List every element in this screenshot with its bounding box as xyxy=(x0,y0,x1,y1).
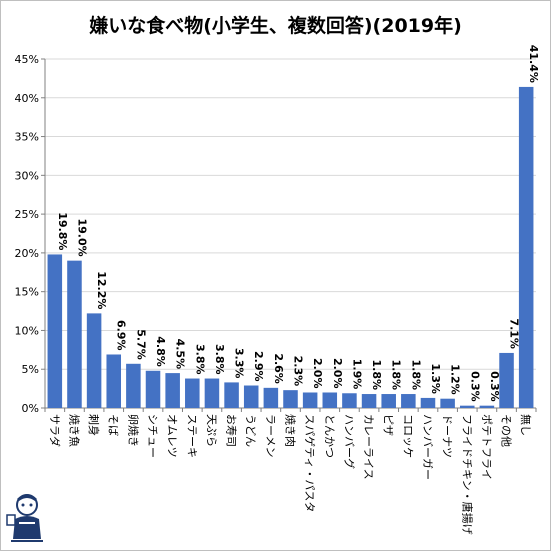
bar xyxy=(86,313,102,408)
bar xyxy=(204,378,220,408)
bar xyxy=(401,394,416,408)
y-tick-label: 20% xyxy=(15,247,39,260)
bar xyxy=(322,392,338,408)
x-tick-label: ラーメン xyxy=(264,414,277,458)
data-label: 3.3% xyxy=(233,348,246,379)
data-label: 1.8% xyxy=(390,360,403,391)
bar xyxy=(67,260,82,408)
data-label: 4.8% xyxy=(154,336,167,367)
chart-title: 嫌いな食べ物(小学生、複数回答)(2019年) xyxy=(89,15,462,37)
bar xyxy=(165,373,180,408)
bar xyxy=(145,370,161,408)
x-tick-label: 刺身 xyxy=(87,414,101,436)
x-tick-label: お寿司 xyxy=(225,414,239,447)
y-tick-label: 10% xyxy=(15,324,39,337)
bar xyxy=(518,86,534,409)
x-tick-label: 無し xyxy=(519,414,533,436)
data-label: 1.2% xyxy=(449,364,462,395)
y-tick-label: 15% xyxy=(15,286,39,299)
x-tick-label: 卵焼き xyxy=(126,414,139,447)
bar xyxy=(479,405,495,408)
data-label: 19.8% xyxy=(56,212,69,250)
data-label: 2.0% xyxy=(331,358,344,389)
bar xyxy=(499,352,514,408)
mascot-logo xyxy=(6,494,43,542)
data-label: 4.5% xyxy=(174,339,187,370)
x-tick-label: サラダ xyxy=(48,414,62,447)
y-tick-label: 45% xyxy=(15,53,39,66)
data-label: 19.0% xyxy=(75,218,88,256)
data-label: 41.4% xyxy=(527,45,540,83)
y-tick-label: 40% xyxy=(15,92,39,105)
data-label: 1.3% xyxy=(429,363,442,394)
bar xyxy=(381,394,396,408)
x-tick-label: 焼き魚 xyxy=(67,414,80,447)
data-label: 2.9% xyxy=(252,351,265,382)
x-tick-label: ポテトフライ xyxy=(480,414,493,480)
data-label: 3.8% xyxy=(193,344,206,375)
bar xyxy=(224,382,239,408)
y-tick-label: 30% xyxy=(15,169,39,182)
x-tick-label: フライドチキン・唐揚げ xyxy=(460,414,474,535)
data-label: 3.8% xyxy=(213,344,226,375)
x-tick-label: コロッケ xyxy=(401,414,414,458)
bar xyxy=(440,398,455,408)
x-tick-label: 焼き肉 xyxy=(284,414,297,447)
x-tick-label: その他 xyxy=(500,414,513,447)
bar xyxy=(243,385,259,408)
data-label: 0.3% xyxy=(488,371,501,402)
data-label: 1.8% xyxy=(370,360,383,391)
x-tick-label: うどん xyxy=(244,414,257,447)
bar xyxy=(283,390,298,408)
x-tick-label: とんかつ xyxy=(323,414,336,458)
bar xyxy=(106,354,122,408)
bar xyxy=(420,397,436,408)
y-tick-label: 35% xyxy=(15,131,39,144)
bar xyxy=(185,378,200,408)
x-tick-label: ピザ xyxy=(382,414,395,436)
bar xyxy=(47,254,63,408)
data-label: 2.3% xyxy=(292,356,305,387)
data-label: 0.3% xyxy=(468,371,481,402)
y-tick-label: 0% xyxy=(22,402,39,415)
x-tick-label: そば xyxy=(107,414,120,436)
bar xyxy=(342,393,357,408)
bar xyxy=(459,405,475,408)
data-label: 1.9% xyxy=(350,359,363,390)
x-tick-label: ハンバーグ xyxy=(342,414,356,469)
x-tick-label: ハンバーガー xyxy=(421,414,434,480)
data-label: 1.8% xyxy=(409,360,422,391)
bar xyxy=(126,363,141,408)
x-tick-label: 天ぷら xyxy=(205,414,218,447)
data-label: 2.0% xyxy=(311,358,324,389)
data-label: 7.1% xyxy=(508,318,521,349)
x-tick-label: ステーキ xyxy=(185,414,198,458)
x-tick-label: オムレツ xyxy=(166,414,179,458)
y-tick-label: 5% xyxy=(22,363,39,376)
bar xyxy=(263,387,279,408)
data-label: 5.7% xyxy=(134,329,147,360)
data-label: 6.9% xyxy=(115,320,128,351)
y-tick-label: 25% xyxy=(15,208,39,221)
data-label: 12.2% xyxy=(95,271,108,309)
x-tick-label: シチュー xyxy=(146,414,159,458)
data-label: 2.6% xyxy=(272,353,285,384)
x-tick-label: ドーナツ xyxy=(441,414,454,458)
x-tick-label: スパゲティ・パスタ xyxy=(303,414,316,512)
bar xyxy=(302,392,318,408)
x-tick-label: カレーライス xyxy=(362,414,375,480)
bar xyxy=(361,394,377,408)
